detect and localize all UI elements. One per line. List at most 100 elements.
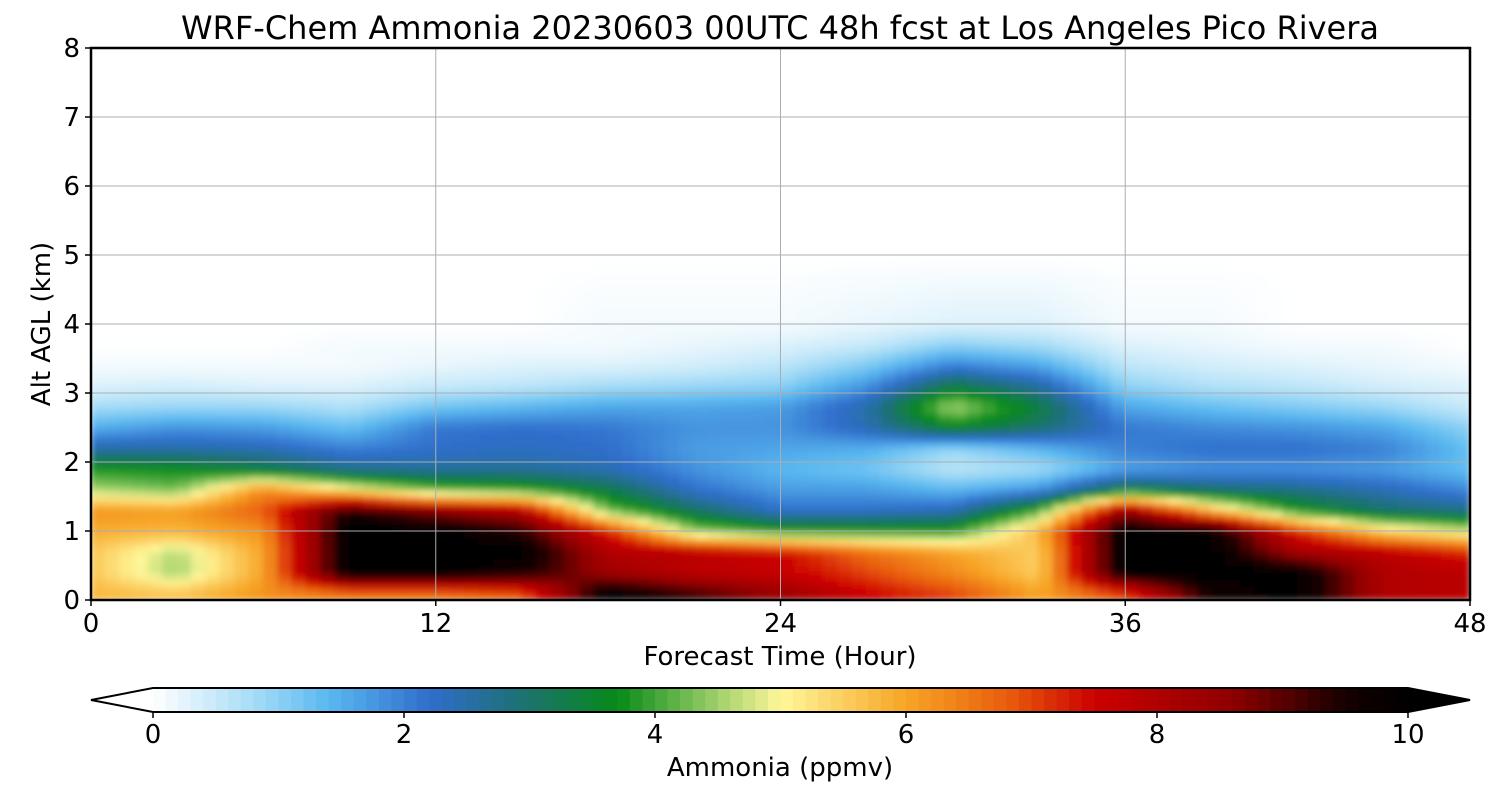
heat-cell (751, 351, 767, 360)
heat-cell (578, 468, 595, 477)
heat-cell (104, 385, 121, 394)
heat-cell (851, 240, 868, 249)
heat-cell (119, 344, 135, 353)
heat-cell (392, 592, 408, 600)
heat-cell (722, 268, 738, 277)
heat-cell (1124, 316, 1141, 325)
heat-cell (1411, 344, 1428, 353)
heat-cell (952, 295, 968, 304)
heat-cell (607, 558, 624, 567)
heat-cell (248, 461, 264, 470)
heat-cell (578, 399, 595, 408)
heat-cell (349, 378, 365, 387)
heat-cell (1354, 351, 1371, 360)
heat-cell (162, 282, 178, 291)
heat-cell (406, 371, 422, 380)
heat-cell (708, 268, 724, 277)
heat-cell (679, 516, 695, 525)
heat-cell (1153, 523, 1169, 532)
heat-cell (1340, 571, 1356, 580)
heat-cell (435, 344, 451, 353)
heat-cell (1167, 482, 1184, 491)
heat-cell (507, 426, 523, 435)
heat-cell (995, 475, 1011, 484)
heat-cell (147, 385, 164, 394)
heat-cell (578, 489, 595, 498)
heat-cell (305, 440, 322, 449)
heat-cell (1397, 454, 1414, 463)
heat-cell (449, 495, 466, 504)
heat-cell (1182, 468, 1198, 477)
heat-cell (392, 537, 408, 546)
heat-cell (535, 399, 552, 408)
heat-cell (320, 495, 336, 504)
heat-cell (1325, 420, 1342, 429)
heat-cell (1311, 275, 1327, 284)
heat-cell (851, 378, 868, 387)
heat-cell (880, 247, 897, 256)
heat-cell (607, 440, 624, 449)
heat-cell (1095, 509, 1112, 518)
heat-cell (147, 399, 164, 408)
heat-cell (550, 316, 566, 325)
heat-cell (1268, 530, 1284, 539)
heat-cell (91, 502, 106, 511)
heat-cell (650, 489, 667, 498)
heat-cell (363, 440, 379, 449)
heat-cell (808, 261, 825, 270)
heat-cell (277, 475, 293, 484)
heat-cell (736, 282, 753, 291)
heat-cell (133, 295, 150, 304)
heat-cell (463, 551, 480, 560)
heat-cell (1081, 475, 1098, 484)
heat-cell (880, 558, 897, 567)
heat-cell (1067, 502, 1083, 511)
heat-cell (147, 482, 164, 491)
heat-cell (937, 399, 954, 408)
heat-cell (679, 275, 695, 284)
heat-cell (1297, 475, 1313, 484)
heat-cell (420, 578, 437, 587)
heat-cell (880, 502, 897, 511)
heat-cell (1325, 385, 1342, 394)
heat-cell (133, 502, 150, 511)
heat-cell (1282, 371, 1299, 380)
heat-cell (1354, 558, 1371, 567)
heat-cell (693, 364, 710, 373)
heat-cell (679, 282, 695, 291)
heat-cell (607, 392, 624, 401)
heat-cell (1124, 385, 1141, 394)
heat-cell (363, 454, 379, 463)
heat-cell (995, 433, 1011, 442)
heat-cell (722, 578, 738, 587)
heat-cell (621, 426, 638, 435)
heat-cell (578, 413, 595, 422)
heat-cell (1052, 351, 1069, 360)
heat-cell (909, 544, 925, 553)
heat-cell (823, 371, 839, 380)
heat-cell (262, 571, 279, 580)
heat-cell (1210, 426, 1227, 435)
heat-cell (1153, 261, 1169, 270)
heat-cell (492, 413, 509, 422)
heat-cell (291, 261, 308, 270)
heat-cell (1455, 295, 1470, 304)
heat-cell (1354, 551, 1371, 560)
heat-cell (119, 578, 135, 587)
heat-cell (1397, 420, 1414, 429)
heat-cell (837, 482, 853, 491)
heat-cell (463, 357, 480, 366)
heat-cell (305, 392, 322, 401)
heat-cell (435, 378, 451, 387)
heat-cell (478, 268, 494, 277)
heat-cell (1067, 558, 1083, 567)
heat-cell (234, 323, 250, 332)
heat-cell (334, 454, 351, 463)
heat-cell (507, 433, 523, 442)
heat-cell (377, 440, 394, 449)
heat-cell (176, 447, 193, 456)
heat-cell (1368, 502, 1385, 511)
heat-cell (1440, 288, 1457, 297)
heat-cell (564, 454, 580, 463)
heat-cell (1095, 571, 1112, 580)
